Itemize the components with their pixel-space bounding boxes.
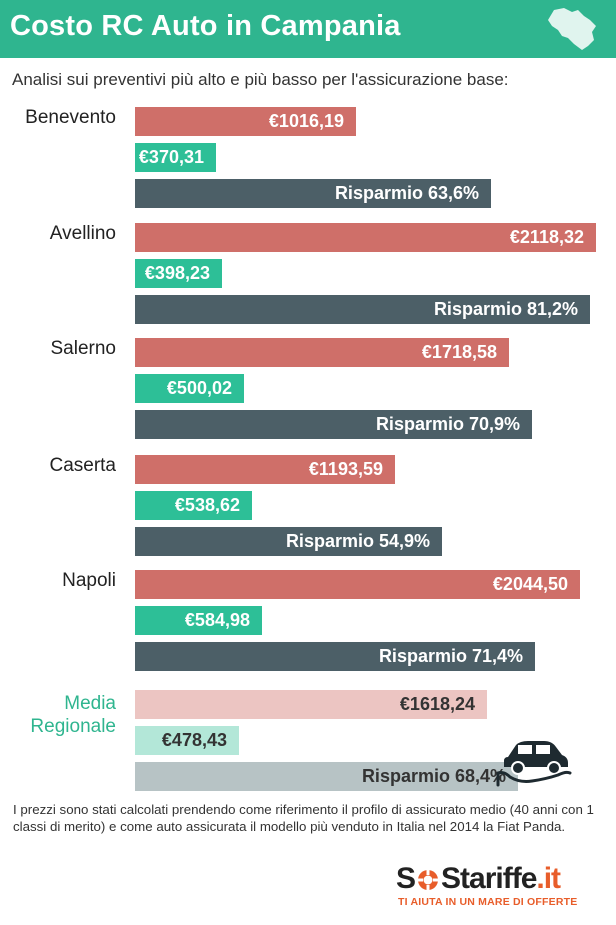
savings-bar: Risparmio 71,4%: [135, 642, 535, 671]
logo-tagline: TI AIUTA IN UN MARE DI OFFERTE: [398, 896, 578, 908]
category-label: Avellino: [49, 223, 116, 244]
min-price-bar: €478,43: [135, 726, 239, 755]
max-price-bar: €2118,32: [135, 223, 596, 252]
max-price-bar: €1618,24: [135, 690, 487, 719]
category-label: Benevento: [25, 107, 116, 128]
min-price-bar: €370,31: [135, 143, 216, 172]
category-label: Napoli: [62, 570, 116, 591]
campania-map-icon: [548, 8, 596, 50]
category-label: Caserta: [49, 455, 116, 476]
max-price-bar: €1193,59: [135, 455, 395, 484]
subtitle: Analisi sui preventivi più alto e più ba…: [12, 70, 509, 89]
min-price-bar: €538,62: [135, 491, 252, 520]
category-label: Salerno: [50, 338, 117, 359]
header-banner: Costo RC Auto in Campania: [0, 0, 616, 58]
savings-bar: Risparmio 81,2%: [135, 295, 590, 324]
savings-bar: Risparmio 54,9%: [135, 527, 442, 556]
footnote: I prezzi sono stati calcolati prendendo …: [13, 802, 594, 834]
max-price-bar: €2044,50: [135, 570, 580, 599]
min-price-bar: €398,23: [135, 259, 222, 288]
car-in-hand-icon: [496, 741, 572, 787]
max-price-bar: €1016,19: [135, 107, 356, 136]
logo-wordmark: S Stariffe.it: [396, 862, 561, 895]
max-price-bar: €1718,58: [135, 338, 509, 367]
category-label: Media Regionale: [30, 693, 116, 737]
min-price-bar: €500,02: [135, 374, 244, 403]
min-price-bar: €584,98: [135, 606, 262, 635]
lifebuoy-icon: [418, 870, 439, 891]
savings-bar: Risparmio 70,9%: [135, 410, 532, 439]
savings-bar: Risparmio 63,6%: [135, 179, 491, 208]
page-title: Costo RC Auto in Campania: [10, 10, 401, 42]
sostariffe-logo: S Stariffe.it TI AIUTA IN UN MARE DI OFFE…: [396, 862, 596, 912]
savings-bar: Risparmio 68,4%: [135, 762, 518, 791]
